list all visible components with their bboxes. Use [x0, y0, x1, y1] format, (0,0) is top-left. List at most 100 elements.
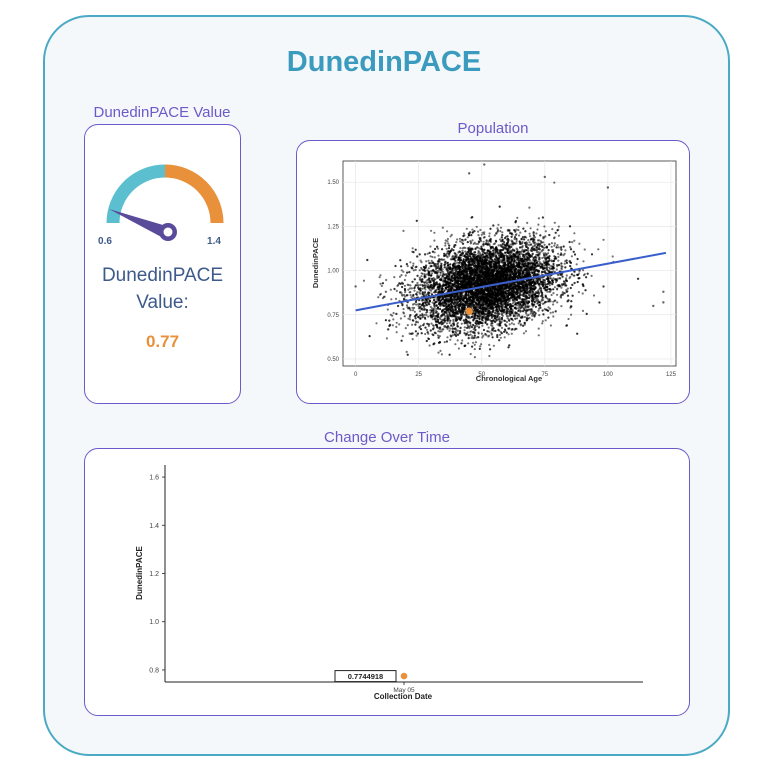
population-point	[524, 330, 528, 333]
population-point	[553, 286, 556, 289]
population-point	[395, 321, 398, 324]
population-point	[577, 291, 580, 294]
population-point	[456, 329, 460, 332]
population-point	[541, 320, 544, 323]
population-point	[481, 336, 484, 339]
population-point	[565, 288, 568, 292]
population-point	[463, 329, 466, 332]
population-point	[482, 236, 485, 239]
population-point	[571, 241, 574, 244]
population-point	[457, 347, 460, 350]
population-point	[547, 252, 550, 255]
population-point	[437, 351, 440, 354]
population-point	[442, 328, 445, 331]
population-point	[449, 327, 452, 330]
population-point	[540, 241, 543, 244]
population-point	[425, 314, 428, 317]
population-point	[569, 275, 572, 278]
population-point	[466, 236, 469, 239]
population-point	[394, 297, 398, 300]
population-point	[522, 332, 526, 335]
population-point	[403, 295, 407, 298]
population-point	[563, 262, 566, 265]
population-point	[412, 269, 415, 272]
population-point	[471, 239, 474, 242]
population-point	[472, 341, 475, 344]
population-point	[523, 315, 526, 319]
population-point	[519, 231, 522, 234]
population-point	[550, 260, 553, 263]
population-point	[430, 322, 433, 325]
population-point	[409, 261, 412, 264]
population-point	[556, 293, 559, 296]
population-point	[379, 274, 382, 277]
population-point	[528, 317, 531, 320]
population-point	[597, 248, 600, 251]
page-title: DunedinPACE	[286, 46, 482, 78]
population-point	[582, 269, 585, 272]
population-point	[419, 283, 422, 286]
population-point	[429, 255, 432, 258]
population-point	[461, 247, 464, 250]
population-point	[512, 323, 516, 326]
population-point	[538, 260, 541, 263]
population-point	[449, 338, 452, 341]
population-point	[433, 231, 436, 234]
population-point	[488, 235, 491, 238]
population-point	[436, 247, 440, 250]
population-point	[550, 242, 553, 245]
population-point	[590, 274, 593, 277]
population-point	[557, 246, 560, 249]
population-point	[546, 297, 549, 300]
population-point	[497, 244, 500, 247]
population-point	[438, 335, 441, 338]
population-point	[418, 269, 421, 272]
gauge-value-label-line2: Value:	[136, 292, 189, 313]
gauge-section-label: DunedinPACE Value	[93, 104, 231, 121]
population-point	[560, 286, 563, 289]
gauge-value: 0.77	[145, 332, 180, 351]
population-point	[448, 329, 451, 332]
population-point	[447, 310, 450, 313]
population-point	[461, 254, 464, 257]
gauge-card: 0.6 1.4 DunedinPACE Value: 0.77	[84, 124, 241, 404]
population-point	[471, 335, 474, 338]
population-point	[538, 314, 541, 317]
population-point	[411, 338, 414, 341]
population-point	[516, 248, 519, 251]
gauge-min-label: 0.6	[98, 236, 112, 247]
population-point	[421, 287, 424, 290]
population-point	[465, 227, 468, 230]
population-point	[418, 310, 422, 313]
population-point	[551, 311, 555, 314]
population-point	[478, 247, 481, 250]
population-point	[438, 330, 442, 333]
population-point	[441, 268, 444, 271]
population-point	[487, 335, 490, 338]
population-point	[425, 260, 428, 263]
population-point	[430, 289, 433, 292]
gauge-max-label: 1.4	[207, 236, 221, 247]
population-point	[425, 293, 428, 296]
population-point	[543, 243, 546, 246]
population-point	[474, 324, 477, 327]
population-point	[488, 354, 491, 358]
population-point	[431, 324, 435, 327]
population-point	[552, 303, 555, 306]
population-point	[471, 314, 474, 317]
population-point	[427, 324, 430, 328]
population-point	[404, 291, 407, 294]
population-point	[557, 255, 560, 258]
population-point	[488, 232, 491, 235]
population-card: 0 25 50 75 100 125 0.50 0.75 1.00 1.25 1.50 Chrono…	[296, 140, 690, 404]
population-point	[463, 332, 466, 335]
population-point	[399, 317, 402, 320]
population-point	[446, 230, 449, 233]
population-point	[570, 255, 573, 258]
population-point	[362, 279, 365, 282]
population-point	[444, 244, 447, 247]
population-point	[450, 233, 453, 236]
population-point	[455, 241, 458, 244]
population-point	[573, 239, 576, 242]
population-point	[469, 352, 472, 356]
